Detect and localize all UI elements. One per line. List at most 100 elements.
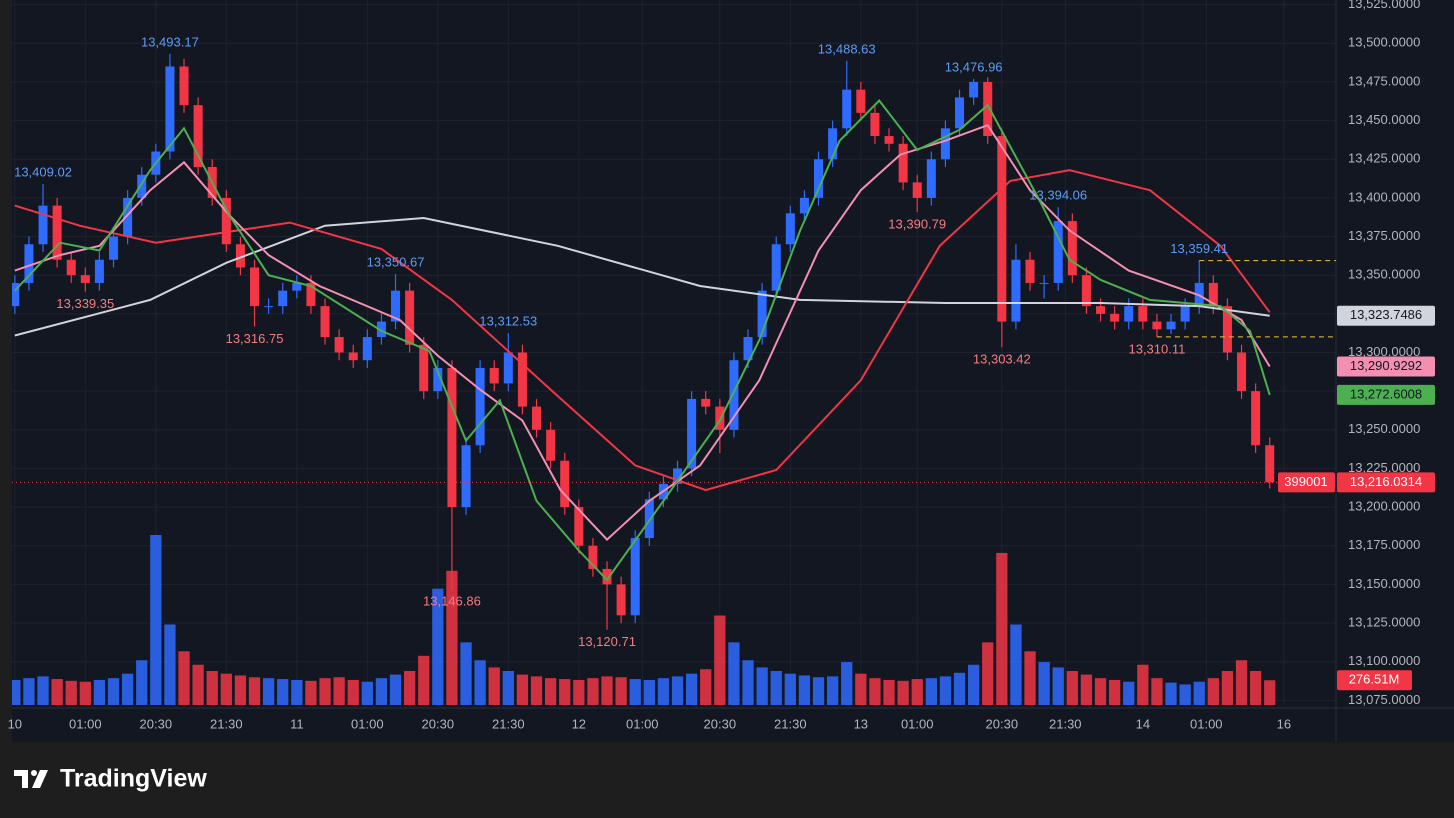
volume-bar (403, 671, 416, 705)
line-value-label: 13,290.9292 (1350, 358, 1422, 373)
volume-bar (502, 671, 514, 705)
volume-bar (601, 676, 613, 705)
candle-body (405, 290, 415, 345)
high-label: 13,488.63 (818, 41, 876, 56)
volume-bar (1094, 678, 1107, 705)
low-label: 13,310.11 (1128, 341, 1185, 356)
y-tick-label: 13,100.0000 (1348, 653, 1420, 668)
candle-body (983, 81, 993, 137)
volume-bar (319, 678, 331, 705)
volume-bar (1165, 682, 1177, 705)
volume-bar (375, 678, 388, 705)
candle-body (179, 66, 189, 106)
volume-bar (742, 660, 754, 705)
candle-body (574, 507, 584, 546)
candle-body (1067, 221, 1077, 276)
x-tick-label: 01:00 (626, 716, 659, 731)
x-tick-label: 10 (8, 716, 22, 731)
brand-name: TradingView (60, 765, 207, 793)
volume-bar (700, 669, 712, 705)
candle-body (348, 352, 358, 361)
volume-bar (1221, 671, 1234, 705)
x-tick-label: 14 (1136, 716, 1150, 731)
line-value-label: 13,272.6008 (1350, 386, 1422, 401)
candle-body (771, 244, 781, 291)
volume-bar (826, 676, 839, 705)
volume-bar (446, 570, 458, 705)
candle-body (66, 259, 76, 276)
volume-bar (474, 660, 486, 705)
x-tick-label: 21:30 (774, 716, 807, 731)
candle-body (278, 290, 288, 307)
candle-body (137, 174, 147, 198)
volume-bar (953, 672, 966, 705)
y-tick-label: 13,400.0000 (1348, 189, 1420, 204)
volume-bar (79, 681, 91, 705)
volume-bar (1010, 624, 1022, 705)
candle-body (588, 545, 598, 569)
candle-body (884, 136, 894, 144)
candle-body (1166, 321, 1176, 330)
volume-bar (1052, 667, 1064, 705)
y-tick-label: 13,250.0000 (1348, 421, 1420, 436)
candle-body (264, 306, 274, 308)
volume-bar (107, 678, 120, 705)
y-tick-label: 13,475.0000 (1348, 73, 1420, 88)
candle-body (391, 290, 401, 322)
symbol-label: 399001 (1284, 474, 1327, 489)
candle-body (602, 568, 612, 585)
volume-bar (784, 673, 796, 705)
candle-body (1039, 282, 1049, 284)
candle-body (1124, 306, 1134, 322)
volume-bar (855, 673, 867, 705)
candle-body (1152, 321, 1162, 330)
brand-logo: TradingView (14, 765, 207, 793)
candle-body (785, 213, 795, 245)
y-tick-label: 13,200.0000 (1348, 499, 1420, 514)
candle-body (52, 205, 62, 260)
candle-body (757, 290, 767, 338)
candle-body (997, 136, 1007, 322)
x-tick-label: 21:30 (492, 716, 525, 731)
volume-bar (1038, 662, 1050, 705)
volume-bar (869, 678, 881, 705)
candle-body (616, 584, 626, 616)
candle-body (1208, 282, 1218, 307)
volume-bar (262, 678, 275, 705)
candle-body (376, 321, 386, 338)
candle-body (1096, 306, 1106, 314)
candle-body (955, 97, 965, 129)
candle-body (799, 197, 809, 214)
volume-bar (192, 664, 204, 705)
candle-body (292, 282, 302, 291)
candle-body (503, 352, 513, 384)
logo-slash (32, 770, 48, 788)
volume-bar (1207, 678, 1219, 705)
candle-body (814, 159, 824, 198)
y-tick-label: 13,175.0000 (1348, 537, 1420, 552)
candle-body (334, 337, 344, 353)
volume-bar (418, 655, 430, 705)
line-value-tag (1337, 305, 1435, 326)
x-tick-label: 20:30 (704, 716, 737, 731)
volume-bar (812, 677, 825, 705)
volume-bar (1066, 671, 1078, 705)
candle-body (433, 367, 443, 392)
volume-bar (347, 679, 359, 705)
y-tick-label: 13,375.0000 (1348, 228, 1420, 243)
volume-bar (1151, 678, 1163, 705)
y-tick-label: 13,225.0000 (1348, 460, 1420, 475)
x-tick-label: 01:00 (1190, 716, 1223, 731)
volume-bar (939, 676, 952, 705)
volume-bar (756, 667, 768, 705)
moving-average-line (14, 169, 1271, 492)
volume-bar (728, 642, 740, 705)
x-tick-label: 01:00 (351, 716, 384, 731)
volume-bar (220, 673, 232, 705)
low-label: 13,390.79 (888, 217, 946, 232)
candle-body (250, 267, 260, 307)
candle-body (856, 89, 866, 113)
volume-bar (1123, 681, 1135, 705)
volume-bar (150, 535, 162, 705)
volume-bar (544, 678, 557, 705)
